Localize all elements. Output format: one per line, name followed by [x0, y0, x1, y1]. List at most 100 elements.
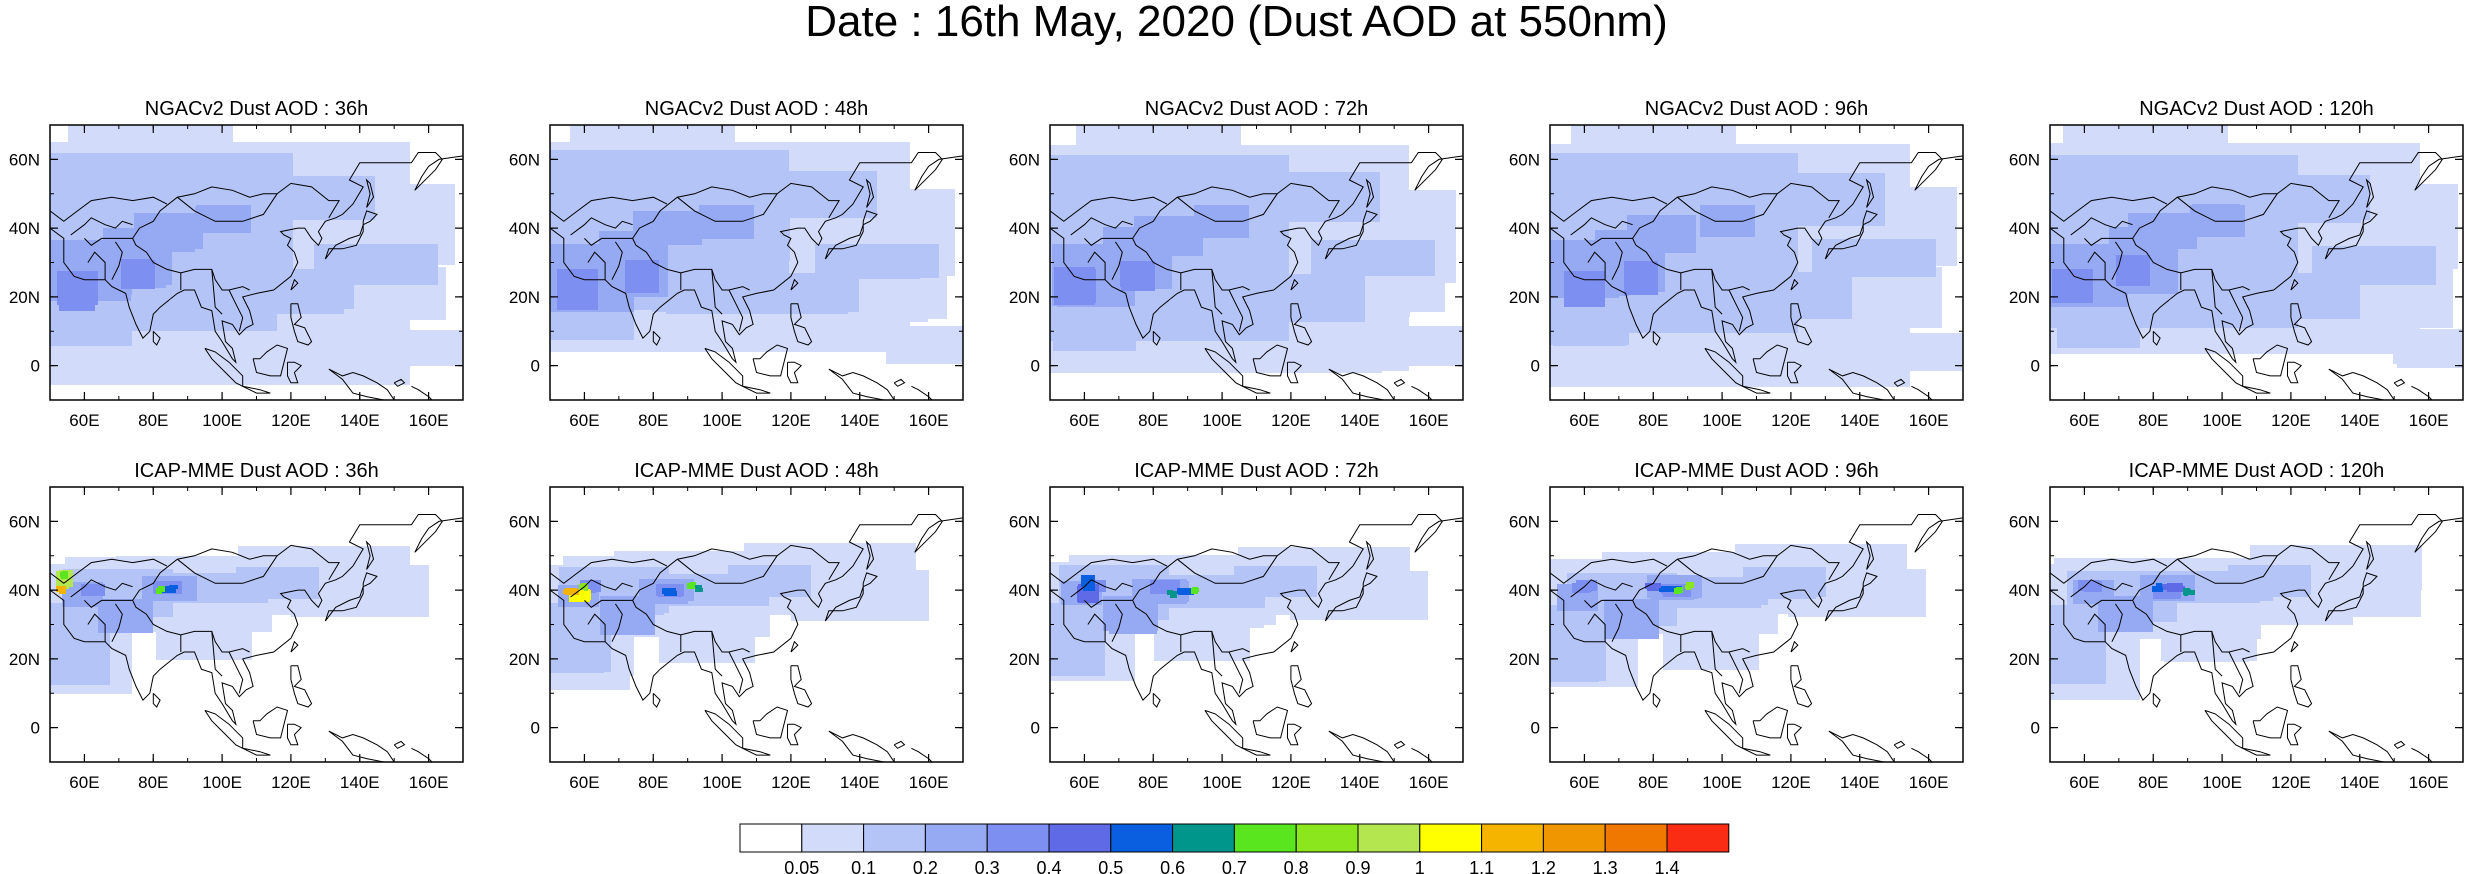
- lon-tick-label: 80E: [638, 411, 668, 430]
- lat-tick-label: 0: [531, 719, 540, 738]
- lon-tick-label: 140E: [340, 773, 380, 792]
- colorbar-box: [1110, 823, 1174, 853]
- coastlines: [2050, 514, 2463, 762]
- lat-tick-label: 40N: [9, 581, 40, 600]
- lon-tick-label: 100E: [1202, 411, 1242, 430]
- panel-title: NGACv2 Dust AOD : 48h: [645, 98, 868, 120]
- panel-title: NGACv2 Dust AOD : 36h: [145, 98, 368, 120]
- map-panel: ICAP-MME Dust AOD : 72h 60E 80E 100E 120E 140…: [1009, 460, 1464, 792]
- colorbar-box: [801, 823, 865, 853]
- dust-field: [550, 487, 963, 762]
- lon-tick-label: 120E: [271, 411, 311, 430]
- lon-tick-label: 160E: [1409, 411, 1449, 430]
- lon-tick-label: 140E: [1340, 411, 1380, 430]
- lat-tick-label: 20N: [1509, 650, 1540, 669]
- colorbar-box: [1048, 823, 1112, 853]
- colorbar-box: [1542, 823, 1606, 853]
- colorbar-box: [739, 823, 803, 853]
- lat-tick-label: 60N: [2009, 150, 2040, 169]
- lon-tick-label: 120E: [771, 411, 811, 430]
- panel-title: NGACv2 Dust AOD : 72h: [1145, 98, 1368, 120]
- lat-tick-label: 20N: [9, 288, 40, 307]
- panel-title: NGACv2 Dust AOD : 120h: [2139, 98, 2374, 120]
- colorbar-label: 1.3: [1593, 858, 1618, 874]
- lon-tick-label: 120E: [271, 773, 311, 792]
- lon-tick-label: 140E: [1840, 773, 1880, 792]
- lon-tick-label: 100E: [1202, 773, 1242, 792]
- lat-tick-label: 20N: [509, 288, 540, 307]
- lat-tick-label: 0: [2031, 719, 2040, 738]
- lon-tick-label: 120E: [1271, 411, 1311, 430]
- lon-tick-label: 60E: [2069, 411, 2099, 430]
- lat-tick-label: 40N: [1509, 219, 1540, 238]
- lon-tick-label: 60E: [569, 773, 599, 792]
- colorbar-label: 0.2: [913, 858, 938, 874]
- dust-field: [550, 125, 963, 400]
- lon-tick-label: 80E: [2138, 773, 2168, 792]
- dust-field: [1050, 487, 1463, 762]
- lon-tick-label: 60E: [69, 773, 99, 792]
- lon-tick-label: 100E: [702, 411, 742, 430]
- map-panel: NGACv2 Dust AOD : 120h 60E 80E 100E 120E 140E…: [2009, 98, 2464, 430]
- map-panel: ICAP-MME Dust AOD : 120h 60E 80E 100E 120E 14…: [2009, 460, 2464, 792]
- lon-tick-label: 160E: [1909, 773, 1949, 792]
- lat-tick-label: 20N: [509, 650, 540, 669]
- colorbar-label: 0.05: [784, 858, 819, 874]
- colorbar-box: [1481, 823, 1544, 853]
- lon-tick-label: 60E: [1069, 411, 1099, 430]
- lon-tick-label: 120E: [2271, 773, 2311, 792]
- lon-tick-label: 140E: [1840, 411, 1880, 430]
- lat-tick-label: 40N: [9, 219, 40, 238]
- lon-tick-label: 120E: [1771, 773, 1811, 792]
- lon-tick-label: 140E: [2340, 411, 2380, 430]
- lat-tick-label: 0: [1031, 357, 1040, 376]
- lat-tick-label: 20N: [1009, 650, 1040, 669]
- lon-tick-label: 100E: [1702, 773, 1742, 792]
- lon-tick-label: 100E: [202, 773, 242, 792]
- colorbar-label: 0.4: [1036, 858, 1061, 874]
- lon-tick-label: 140E: [840, 773, 880, 792]
- lat-tick-label: 0: [31, 357, 40, 376]
- map-panel: ICAP-MME Dust AOD : 96h 60E 80E 100E 120E 140…: [1509, 460, 1964, 792]
- dust-field: [2050, 125, 2463, 400]
- colorbar-label: 0.6: [1160, 858, 1185, 874]
- lon-tick-label: 80E: [638, 773, 668, 792]
- lon-tick-label: 60E: [2069, 773, 2099, 792]
- colorbar-label: 0.3: [975, 858, 1000, 874]
- coastlines: [50, 514, 463, 762]
- panel-title: ICAP-MME Dust AOD : 48h: [634, 460, 879, 482]
- lat-tick-label: 20N: [2009, 288, 2040, 307]
- lon-tick-label: 100E: [1702, 411, 1742, 430]
- lon-tick-label: 60E: [569, 411, 599, 430]
- colorbar-box: [1295, 823, 1359, 853]
- coastlines: [1550, 514, 1963, 762]
- lat-tick-label: 20N: [1509, 288, 1540, 307]
- colorbar-box: [1604, 823, 1668, 853]
- lon-tick-label: 160E: [2409, 411, 2449, 430]
- colorbar-box: [1666, 823, 1730, 853]
- lat-tick-label: 0: [1531, 719, 1540, 738]
- colorbar-label: 1.4: [1654, 858, 1679, 874]
- lat-tick-label: 40N: [1009, 219, 1040, 238]
- lon-tick-label: 120E: [1271, 773, 1311, 792]
- colorbar-label: 0.7: [1222, 858, 1247, 874]
- lon-tick-label: 120E: [1771, 411, 1811, 430]
- lon-tick-label: 160E: [409, 773, 449, 792]
- lon-tick-label: 100E: [202, 411, 242, 430]
- lon-tick-label: 160E: [909, 773, 949, 792]
- map-panel: NGACv2 Dust AOD : 72h 60E 80E 100E 120E 140E 1…: [1009, 98, 1464, 430]
- lat-tick-label: 0: [1531, 357, 1540, 376]
- lat-tick-label: 20N: [9, 650, 40, 669]
- panel-title: ICAP-MME Dust AOD : 96h: [1634, 460, 1879, 482]
- dust-field: [50, 487, 463, 762]
- colorbar-label: 1: [1415, 858, 1425, 874]
- lon-tick-label: 160E: [409, 411, 449, 430]
- lat-tick-label: 60N: [1509, 512, 1540, 531]
- lon-tick-label: 100E: [702, 773, 742, 792]
- lat-tick-label: 0: [1031, 719, 1040, 738]
- lat-tick-label: 60N: [9, 512, 40, 531]
- dust-field: [1550, 125, 1963, 400]
- coastlines: [2050, 152, 2463, 400]
- panel-title: NGACv2 Dust AOD : 96h: [1645, 98, 1868, 120]
- lon-tick-label: 60E: [1069, 773, 1099, 792]
